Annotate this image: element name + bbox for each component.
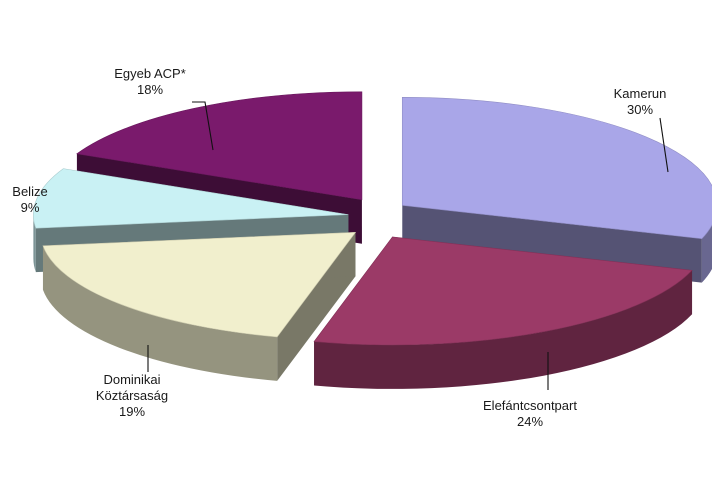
leader-line-kamerun xyxy=(659,117,669,173)
label-elefantcsontpart: Elefántcsontpart 24% xyxy=(483,398,577,429)
label-kamerun: Kamerun 30% xyxy=(614,86,667,117)
slice-dominikai-koztarsasag xyxy=(42,231,357,338)
label-kamerun-value: 30% xyxy=(627,102,653,117)
label-dominikai-koztarsasag-name: Dominikai xyxy=(103,372,160,387)
label-dominikai-koztarsasag-value: 19% xyxy=(119,404,145,419)
label-belize-name: Belize xyxy=(12,184,47,199)
slice-elefantcsontpart xyxy=(313,236,693,346)
label-elefantcsontpart-value: 24% xyxy=(517,414,543,429)
slice-belize-outer-wall-0 xyxy=(33,214,36,273)
label-egyeb-acp-value: 18% xyxy=(137,82,163,97)
slice-kamerun-outer-wall-0 xyxy=(701,224,712,283)
slice-dominikai-koztarsasag-outer-wall-0 xyxy=(42,245,278,381)
slice-belize xyxy=(33,168,349,229)
label-egyeb-acp-name: Egyeb ACP* xyxy=(114,66,186,81)
leader-line-egyeb-acp xyxy=(192,101,214,151)
pie-slices xyxy=(33,91,712,389)
label-belize-value: 9% xyxy=(21,200,40,215)
label-kamerun-name: Kamerun xyxy=(614,86,667,101)
label-dominikai-koztarsasag: Dominikai Köztársaság 19% xyxy=(96,372,168,419)
slice-kamerun xyxy=(401,97,712,239)
slice-egyeb-acp xyxy=(76,91,363,201)
slice-elefantcsontpart-outer-wall-0 xyxy=(314,270,693,389)
label-dominikai-koztarsasag-name: Köztársaság xyxy=(96,388,168,403)
label-belize: Belize 9% xyxy=(12,184,47,215)
label-egyeb-acp: Egyeb ACP* 18% xyxy=(114,66,186,97)
label-elefantcsontpart-name: Elefántcsontpart xyxy=(483,398,577,413)
pie-labels: Kamerun 30% Elefántcsontpart 24% Dominikai Kö… xyxy=(12,66,669,429)
